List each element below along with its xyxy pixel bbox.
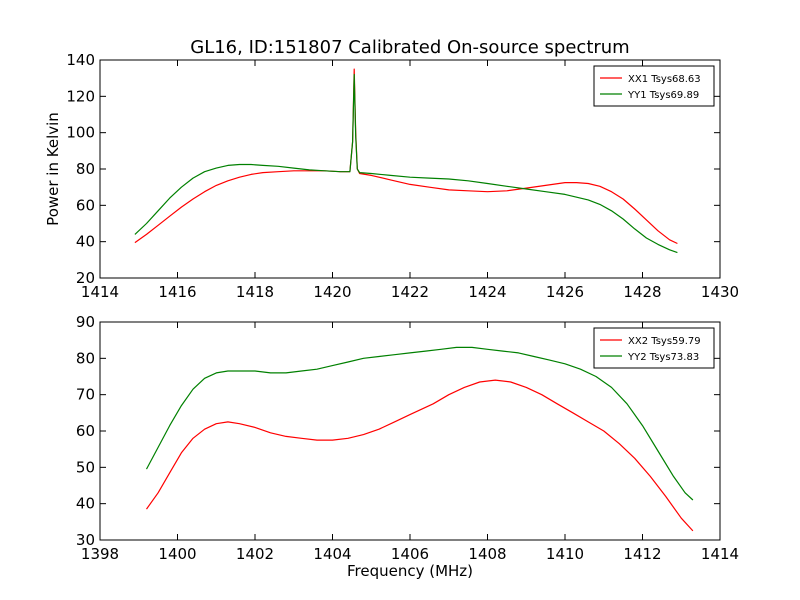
y-tick-label-1-6: 140: [66, 51, 95, 69]
legend-box-1: [593, 65, 715, 107]
x-tick-label-1-8: 1430: [701, 283, 739, 301]
y-tick-label-2-4: 70: [76, 386, 95, 404]
series-line-2-1: [146, 379, 694, 532]
x-tick-label-2-5: 1408: [468, 545, 506, 563]
x-tick-label-1-1: 1416: [158, 283, 196, 301]
x-tick-label-1-6: 1426: [546, 283, 584, 301]
x-tick-label-1-4: 1422: [391, 283, 429, 301]
x-tick-label-2-2: 1402: [236, 545, 274, 563]
panel-2: 1398 1400 1402 1404 1406 1408 1410 1412 1414 30 40…: [76, 313, 739, 580]
legend-1: XX1 Tsys68.63 YY1 Tsys69.89: [593, 65, 715, 107]
legend-box-2: [593, 327, 715, 369]
x-tick-label-2-8: 1414: [701, 545, 739, 563]
x-tick-label-2-3: 1404: [313, 545, 351, 563]
y-tick-label-1-2: 60: [76, 196, 95, 214]
figure-title: GL16, ID:151807 Calibrated On-source spe…: [190, 37, 629, 58]
x-tick-label-1-2: 1418: [236, 283, 274, 301]
x-tick-label-2-7: 1412: [623, 545, 661, 563]
y-tick-label-1-1: 40: [76, 233, 95, 251]
y-axis-label-1: Power in Kelvin: [44, 112, 62, 226]
x-tick-label-1-3: 1420: [313, 283, 351, 301]
x-tick-label-2-4: 1406: [391, 545, 429, 563]
series-line-2-2: [145, 346, 694, 501]
y-tick-label-1-0: 20: [76, 269, 95, 287]
legend-label-1-2: YY1 Tsys69.89: [627, 90, 699, 101]
x-axis-label-2: Frequency (MHz): [347, 562, 473, 580]
panel-1: 1414 1416 1418 1420 1422 1424 1426 1428 1430 20 40…: [44, 51, 739, 301]
legend-label-1-1: XX1 Tsys68.63: [628, 74, 701, 85]
x-tick-label-2-0: 1398: [81, 545, 119, 563]
legend-2: XX2 Tsys59.79 YY2 Tsys73.83: [593, 327, 715, 369]
series-line-1-2: [134, 73, 678, 254]
x-tick-label-1-5: 1424: [468, 283, 506, 301]
y-tick-label-1-5: 120: [66, 87, 95, 105]
plot-panels: 1414 1416 1418 1420 1422 1424 1426 1428 1430 20 40…: [44, 51, 739, 580]
legend-label-2-2: YY2 Tsys73.83: [627, 352, 699, 363]
x-tick-label-2-6: 1410: [546, 545, 584, 563]
y-tick-label-2-5: 80: [76, 349, 95, 367]
x-tick-label-1-7: 1428: [623, 283, 661, 301]
legend-label-2-1: XX2 Tsys59.79: [628, 336, 701, 347]
x-tick-label-2-1: 1400: [158, 545, 196, 563]
y-tick-label-2-1: 40: [76, 495, 95, 513]
y-tick-label-2-3: 60: [76, 422, 95, 440]
x-tick-label-1-0: 1414: [81, 283, 119, 301]
y-tick-label-1-3: 80: [76, 160, 95, 178]
y-tick-label-2-0: 30: [76, 531, 95, 549]
y-tick-label-1-4: 100: [66, 124, 95, 142]
y-tick-label-2-6: 90: [76, 313, 95, 331]
y-tick-label-2-2: 50: [76, 458, 95, 476]
